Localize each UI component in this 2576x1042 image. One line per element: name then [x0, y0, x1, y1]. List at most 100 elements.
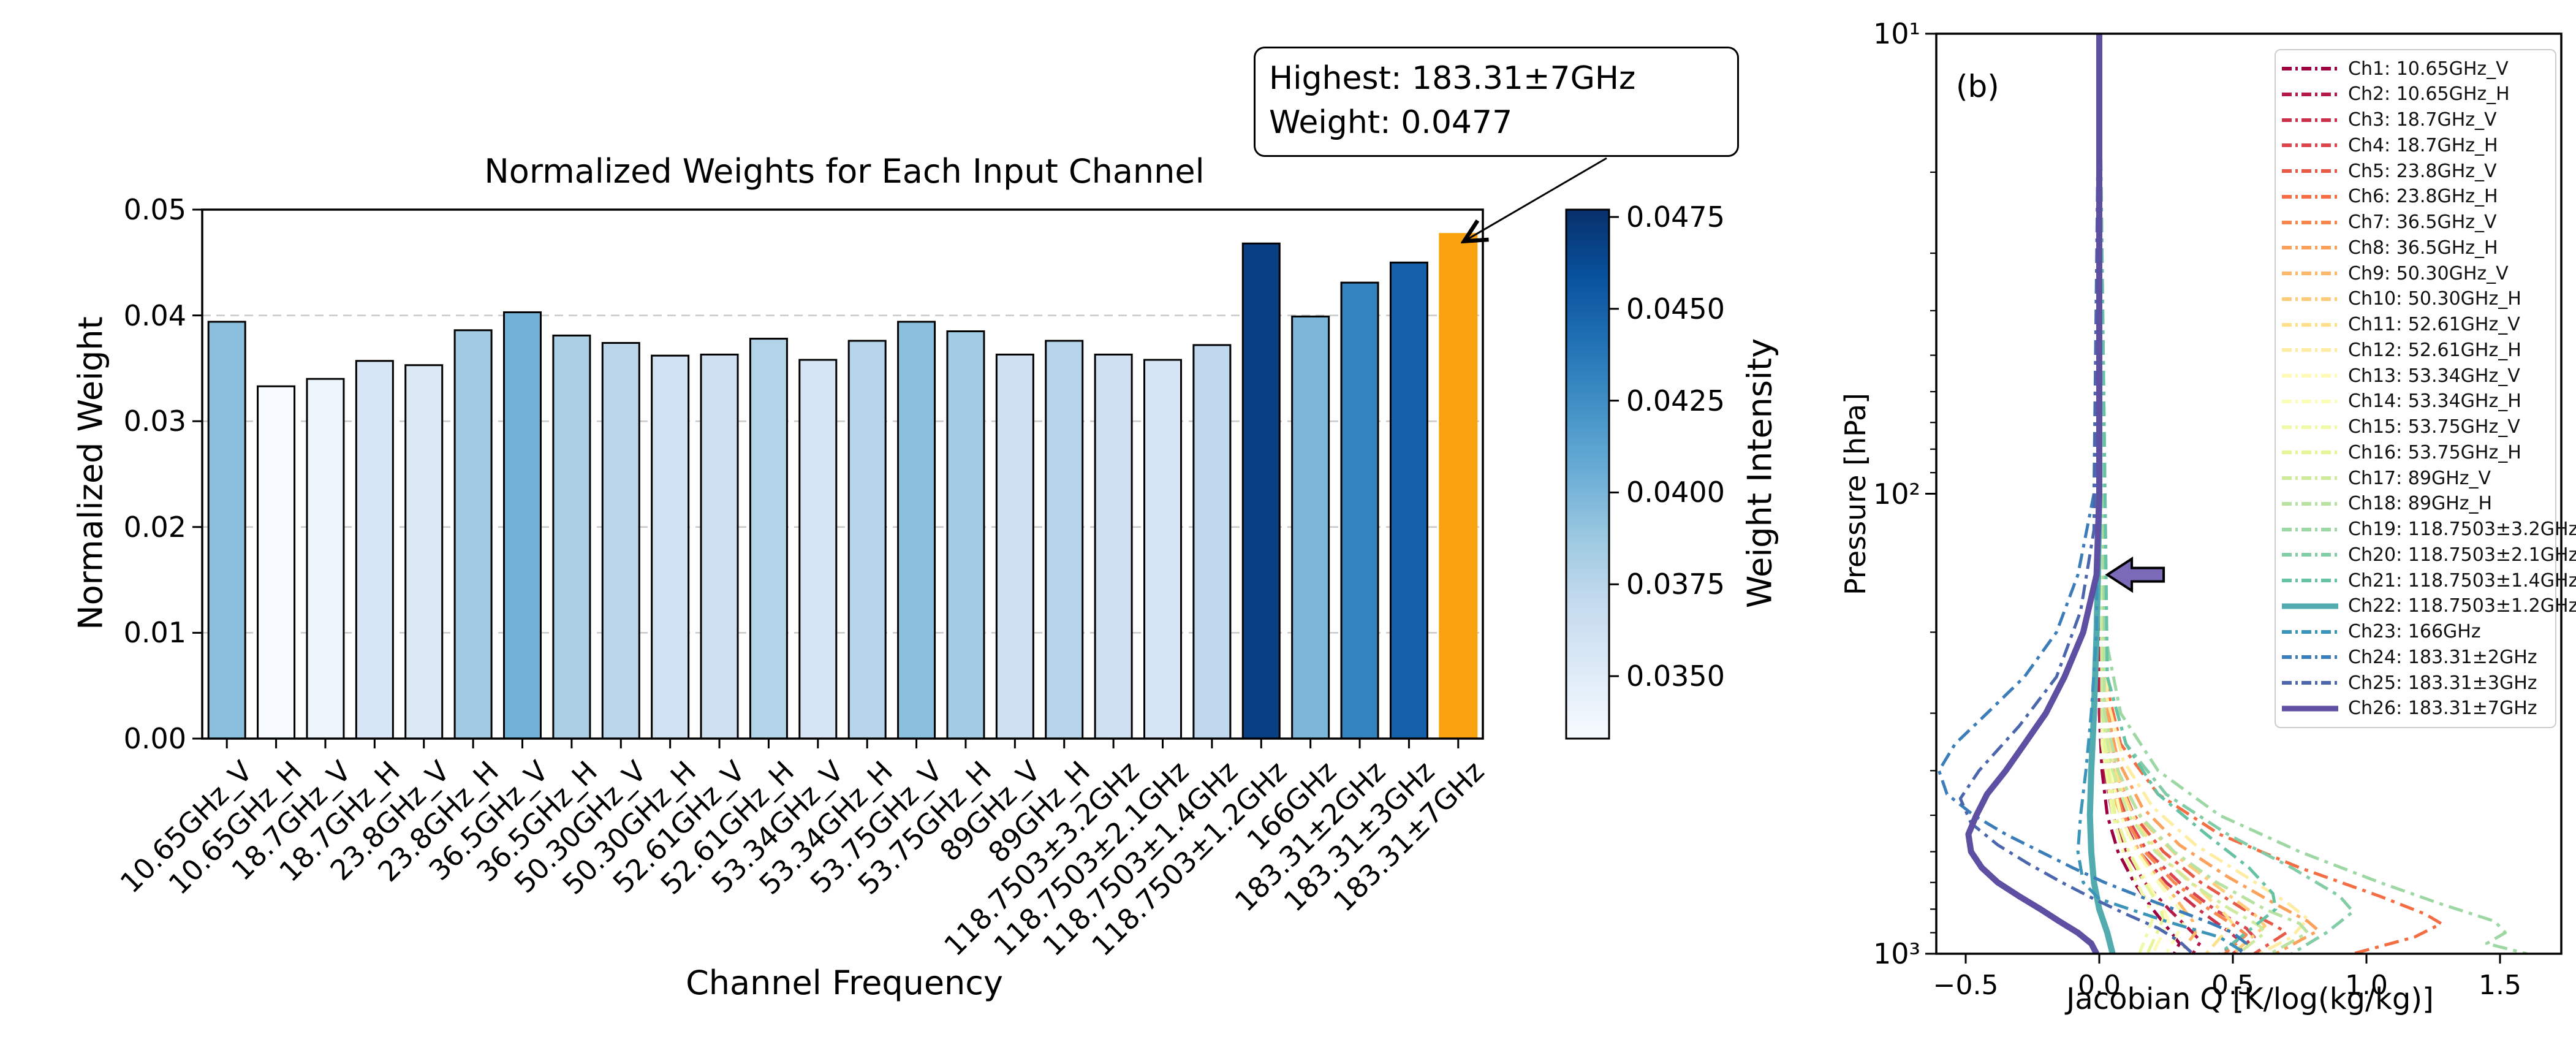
bar-23.8GHz_V	[404, 364, 444, 740]
legend-line-sample	[2282, 92, 2338, 96]
bar-18.7GHz_H	[355, 360, 394, 740]
legend-line-sample	[2282, 705, 2338, 712]
legend-label: Ch25: 183.31±3GHz	[2348, 672, 2537, 694]
legend-label: Ch11: 52.61GHz_V	[2348, 314, 2520, 335]
bar-50.30GHz_H	[651, 354, 690, 740]
right-xtick-1.0: 1.0	[2345, 970, 2388, 1001]
series-Ch18	[2097, 34, 2309, 954]
legend-row-Ch5: Ch5: 23.8GHz_V	[2281, 159, 2550, 183]
series-Ch17	[2097, 34, 2267, 954]
legend-line-sample	[2282, 451, 2338, 455]
legend-label: Ch7: 36.5GHz_V	[2348, 211, 2497, 233]
right-chart-ylabel: Pressure [hPa]	[1839, 393, 1872, 595]
legend-row-Ch14: Ch14: 53.34GHz_H	[2281, 389, 2550, 414]
legend-label: Ch4: 18.7GHz_H	[2348, 134, 2498, 156]
series-Ch25	[1958, 34, 2194, 954]
legend-row-Ch12: Ch12: 52.61GHz_H	[2281, 338, 2550, 362]
series-Ch3	[2097, 34, 2240, 954]
legend-line-sample	[2282, 374, 2338, 378]
legend-row-Ch3: Ch3: 18.7GHz_V	[2281, 108, 2550, 132]
legend-label: Ch19: 118.7503±3.2GHz	[2348, 519, 2576, 540]
series-Ch26	[1965, 34, 2102, 954]
left-chart-ylabel: Normalized Weight	[71, 316, 110, 630]
legend-row-Ch19: Ch19: 118.7503±3.2GHz	[2281, 517, 2576, 542]
bar-183.31±7GHz	[1439, 233, 1478, 740]
bar-23.8GHz_H	[453, 329, 493, 740]
legend-label: Ch6: 23.8GHz_H	[2348, 186, 2498, 208]
right-ytick-10²: 10²	[1873, 477, 1920, 511]
colorbar-tick-0.0450: 0.0450	[1626, 292, 1725, 325]
legend-label: Ch22: 118.7503±1.2GHz	[2348, 595, 2576, 617]
bar-53.75GHz_H	[946, 330, 985, 740]
colorbar-tick-0.0475: 0.0475	[1626, 200, 1725, 234]
series-Ch9	[2097, 34, 2197, 954]
annotation-line2: Weight: 0.0477	[1269, 104, 1513, 141]
legend-label: Ch5: 23.8GHz_V	[2348, 160, 2497, 182]
left-chart-title: Normalized Weights for Each Input Channe…	[484, 152, 1205, 191]
right-ytick-10³: 10³	[1873, 937, 1920, 970]
series-Ch14	[2097, 34, 2186, 954]
legend-row-Ch11: Ch11: 52.61GHz_V	[2281, 313, 2550, 337]
legend-label: Ch20: 118.7503±2.1GHz	[2348, 544, 2576, 566]
right-xtick-0.5: 0.5	[2211, 970, 2254, 1001]
colorbar	[1565, 208, 1610, 740]
legend-row-Ch17: Ch17: 89GHz_V	[2281, 466, 2550, 490]
legend: Ch1: 10.65GHz_V Ch2: 10.65GHz_H Ch3: 18.7G…	[2275, 49, 2576, 728]
series-Ch11	[2097, 34, 2235, 954]
legend-line-sample	[2282, 297, 2338, 301]
left-ytick-0.03: 0.03	[123, 405, 186, 438]
legend-line-sample	[2282, 655, 2338, 660]
legend-row-Ch16: Ch16: 53.75GHz_H	[2281, 440, 2550, 465]
legend-row-Ch10: Ch10: 50.30GHz_H	[2281, 287, 2550, 311]
bar-89GHz_V	[995, 353, 1034, 740]
legend-line-sample	[2282, 527, 2338, 531]
right-xtick-0.0: 0.0	[2078, 970, 2121, 1001]
legend-row-Ch8: Ch8: 36.5GHz_H	[2281, 235, 2550, 260]
bar-53.75GHz_V	[897, 321, 936, 740]
bar-10.65GHz_H	[257, 385, 296, 740]
right-ytick-10¹: 10¹	[1873, 17, 1920, 50]
bar-118.7503±1.2GHz	[1241, 242, 1281, 740]
highest-weight-annotation: Highest: 183.31±7GHz Weight: 0.0477	[1254, 47, 1739, 157]
left-ytick-0.04: 0.04	[123, 299, 186, 332]
profile-arrow-annotation	[2105, 556, 2165, 593]
legend-row-Ch26: Ch26: 183.31±7GHz	[2281, 696, 2550, 721]
panel-b-label: (b)	[1956, 69, 1999, 104]
bar-53.34GHz_V	[798, 359, 838, 740]
bar-118.7503±2.1GHz	[1143, 359, 1182, 740]
legend-line-sample	[2282, 399, 2338, 403]
series-Ch23	[2076, 34, 2248, 954]
legend-line-sample	[2282, 194, 2338, 199]
legend-row-Ch9: Ch9: 50.30GHz_V	[2281, 261, 2550, 286]
bar-52.61GHz_H	[749, 338, 788, 740]
legend-line-sample	[2282, 553, 2338, 557]
legend-row-Ch1: Ch1: 10.65GHz_V	[2281, 56, 2550, 81]
series-Ch4	[2097, 34, 2256, 954]
legend-label: Ch16: 53.75GHz_H	[2348, 441, 2521, 463]
legend-row-Ch4: Ch4: 18.7GHz_H	[2281, 133, 2550, 158]
legend-row-Ch15: Ch15: 53.75GHz_V	[2281, 415, 2550, 439]
bar-18.7GHz_V	[306, 378, 345, 740]
bar-183.31±2GHz	[1340, 281, 1379, 740]
legend-line-sample	[2282, 681, 2338, 685]
legend-line-sample	[2282, 118, 2338, 122]
colorbar-tick-0.0400: 0.0400	[1626, 476, 1725, 509]
legend-row-Ch24: Ch24: 183.31±2GHz	[2281, 645, 2550, 669]
legend-label: Ch17: 89GHz_V	[2348, 467, 2491, 489]
bar-36.5GHz_V	[503, 311, 542, 740]
left-ytick-0.05: 0.05	[123, 193, 186, 226]
legend-line-sample	[2282, 169, 2338, 173]
legend-label: Ch10: 50.30GHz_H	[2348, 288, 2521, 310]
legend-line-sample	[2282, 579, 2338, 582]
bar-52.61GHz_V	[700, 353, 739, 740]
legend-label: Ch8: 36.5GHz_H	[2348, 237, 2498, 259]
bar-89GHz_H	[1045, 340, 1084, 740]
legend-line-sample	[2282, 220, 2338, 224]
colorbar-label: Weight Intensity	[1740, 338, 1779, 609]
legend-label: Ch21: 118.7503±1.4GHz	[2348, 569, 2576, 591]
bar-50.30GHz_V	[601, 341, 640, 740]
colorbar-tick-0.0375: 0.0375	[1626, 568, 1725, 601]
series-Ch13	[2097, 34, 2170, 954]
